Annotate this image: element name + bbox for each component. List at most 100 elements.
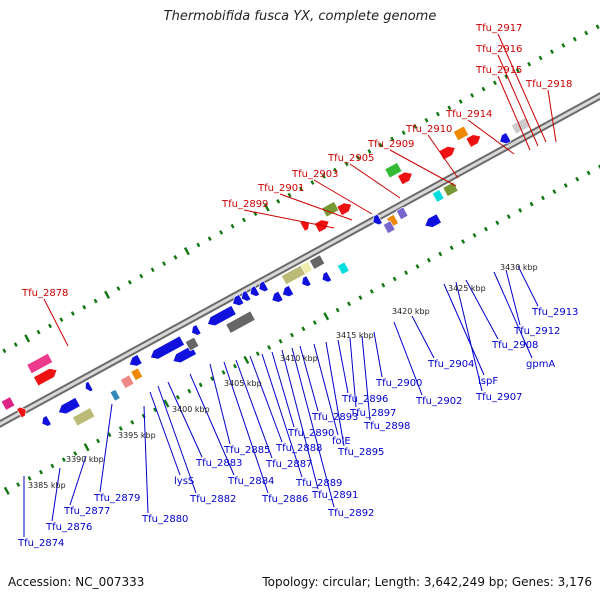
tick-upper: [70, 311, 75, 316]
tick-upper: [139, 273, 144, 279]
leader-line-reverse: [349, 337, 357, 408]
tick-lower: [107, 432, 112, 438]
tick-upper: [219, 230, 224, 235]
tick-lower: [575, 176, 580, 182]
leader-line-reverse: [291, 347, 335, 508]
leader-line-forward: [497, 54, 539, 147]
tick-lower: [323, 312, 330, 321]
leader-line-reverse: [261, 353, 303, 478]
tick-lower: [392, 276, 397, 282]
tick-lower: [461, 239, 466, 244]
leader-line-reverse: [299, 345, 319, 412]
tick-upper: [390, 136, 395, 142]
reverse-gene: [321, 271, 333, 283]
tick-upper: [549, 49, 554, 55]
gene-label-reverse: Tfu_2882: [189, 494, 236, 505]
reverse-gene: [241, 290, 252, 302]
tick-upper: [47, 323, 53, 329]
ruler-label: 3390 kbp: [66, 455, 104, 464]
leader-line-forward: [547, 89, 557, 143]
gene-label-reverse: Tfu_2887: [265, 459, 312, 470]
tick-upper: [413, 124, 418, 129]
gene-label-reverse: Tfu_2888: [275, 443, 322, 454]
tick-upper: [263, 203, 270, 212]
leader-line-reverse: [209, 363, 231, 445]
gene-label-reverse: Tfu_2892: [327, 508, 374, 519]
gene-label-reverse: Tfu_2907: [475, 392, 522, 403]
gene-label-forward: Tfu_2878: [21, 288, 68, 299]
tick-lower: [118, 426, 123, 431]
leader-line-forward: [427, 134, 459, 179]
reverse-gene: [271, 290, 284, 303]
leader-line-forward: [497, 33, 547, 143]
forward-gene: [16, 406, 27, 419]
leader-line-forward: [279, 193, 353, 221]
leader-line-reverse: [223, 361, 269, 494]
leader-line-forward: [497, 75, 531, 151]
leader-line-reverse: [313, 343, 339, 436]
tick-upper: [527, 61, 532, 67]
gene-label-reverse: folE: [332, 436, 351, 447]
tick-upper: [127, 279, 132, 285]
tick-lower: [518, 208, 523, 213]
tick-upper: [93, 298, 98, 304]
leader-line-reverse: [465, 279, 499, 340]
tick-upper: [356, 155, 361, 160]
tick-upper: [538, 55, 543, 61]
tick-lower: [347, 301, 352, 307]
tick-upper: [470, 92, 475, 98]
tick-layer: [2, 24, 600, 495]
leader-line-reverse: [505, 269, 521, 326]
tick-upper: [82, 304, 87, 310]
forward-gene: [33, 368, 58, 387]
tick-lower: [335, 307, 340, 313]
ruler-label: 3385 kbp: [28, 481, 66, 490]
tick-upper: [447, 105, 452, 111]
tick-lower: [529, 201, 534, 207]
gene-label-reverse: Tfu_2912: [513, 326, 560, 337]
forward-gene: [299, 220, 310, 232]
tick-lower: [175, 395, 180, 400]
leader-line-reverse: [493, 271, 533, 359]
ruler-label: 3420 kbp: [392, 307, 430, 316]
tick-lower: [483, 226, 488, 232]
tick-lower: [426, 257, 431, 263]
leader-line-reverse: [411, 315, 435, 359]
reverse-gene: [191, 324, 202, 336]
ruler-label: 3395 kbp: [118, 431, 156, 440]
reverse-gene: [120, 374, 135, 389]
tick-upper: [378, 142, 383, 148]
leader-line-forward: [43, 298, 69, 347]
gene-label-forward: Tfu_2917: [475, 23, 522, 34]
forward-gene: [26, 352, 54, 374]
tick-lower: [472, 232, 477, 238]
tick-upper: [2, 348, 7, 354]
gene-label-reverse: Tfu_2900: [375, 378, 422, 389]
ruler-label: 3430 kbp: [500, 263, 538, 272]
forward-gene: [452, 125, 470, 141]
tick-lower: [415, 264, 420, 269]
leader-line-reverse: [235, 359, 273, 459]
backbone-highlight: [0, 94, 600, 426]
reverse-gene: [386, 214, 399, 228]
reverse-gene: [128, 354, 143, 367]
reverse-gene: [372, 213, 383, 226]
gene-label-forward: Tfu_2905: [327, 153, 374, 164]
tick-lower: [312, 320, 317, 325]
ruler-label: 3400 kbp: [172, 405, 210, 414]
gene-label-reverse: Tfu_2904: [427, 359, 474, 370]
leader-line-reverse: [249, 355, 283, 443]
gene-label-reverse: Tfu_2898: [363, 421, 410, 432]
leader-line-reverse: [189, 373, 235, 476]
leader-line-forward: [389, 149, 457, 187]
reverse-gene: [207, 305, 237, 327]
tick-lower: [289, 332, 295, 338]
reverse-gene: [72, 407, 96, 427]
ruler-label: 3415 kbp: [336, 331, 374, 340]
tick-lower: [540, 195, 545, 201]
tick-upper: [310, 180, 315, 185]
gene-layer: [0, 117, 531, 427]
tick-lower: [73, 451, 78, 456]
tick-lower: [278, 338, 283, 344]
topology-text: Topology: circular; Length: 3,642,249 bp…: [262, 575, 592, 589]
